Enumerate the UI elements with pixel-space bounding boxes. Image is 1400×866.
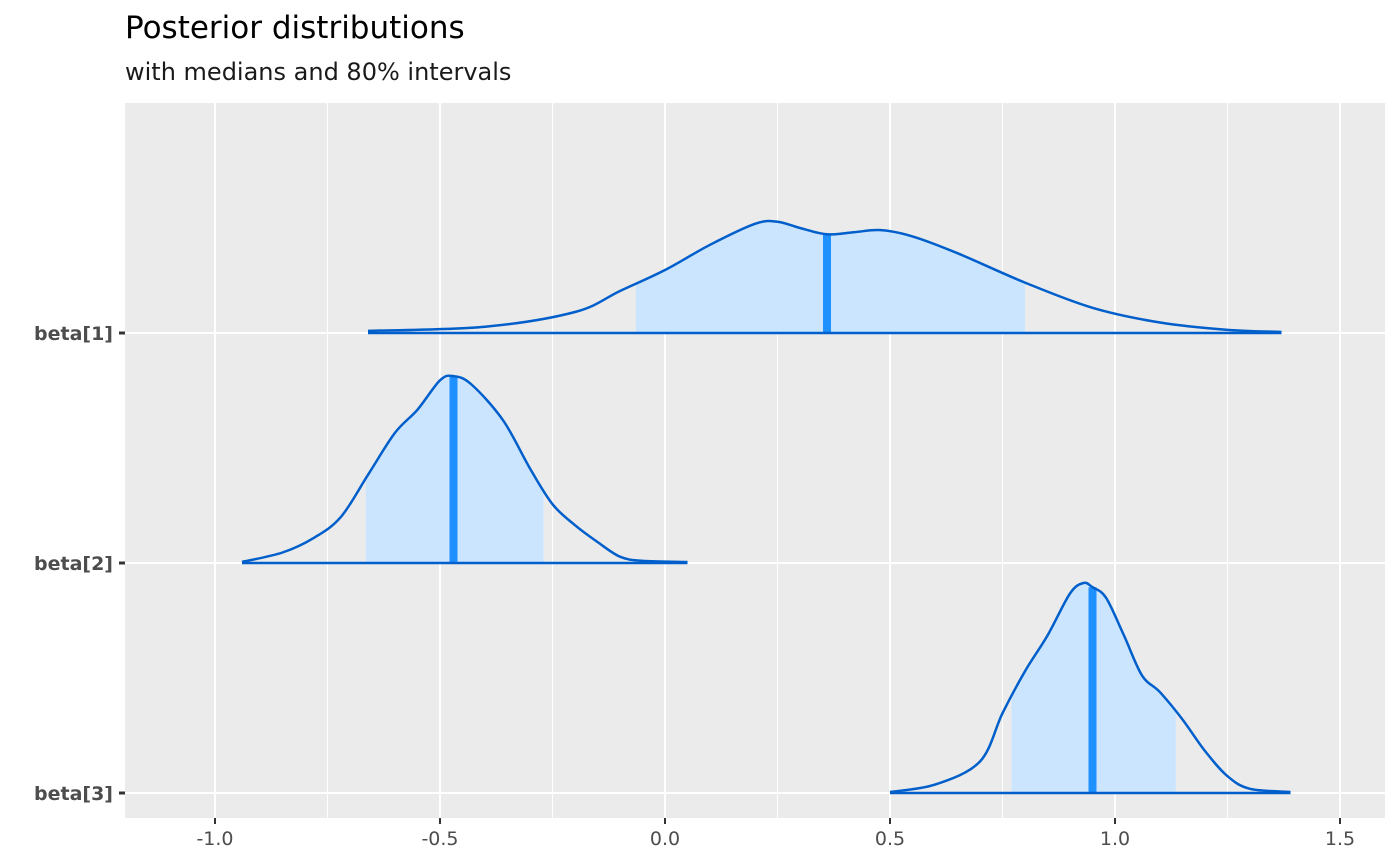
minor-gridlines bbox=[327, 103, 1228, 818]
density-curve bbox=[367, 219, 1282, 334]
chart-subtitle: with medians and 80% intervals bbox=[125, 58, 512, 86]
x-tick-label: 1.0 bbox=[1100, 828, 1130, 850]
x-tick-label: -1.0 bbox=[196, 828, 233, 850]
x-tick-label: 0.0 bbox=[650, 828, 680, 850]
ridge-beta[2] bbox=[241, 374, 688, 565]
ridge-beta[1] bbox=[367, 219, 1282, 335]
x-axis: -1.0 -0.5 0.0 0.5 1.0 1.5 bbox=[196, 818, 1355, 850]
y-axis: beta[1] beta[2] beta[3] bbox=[34, 323, 125, 805]
plot-panel bbox=[125, 103, 1385, 818]
density-curve bbox=[241, 374, 688, 564]
density-curve bbox=[889, 581, 1291, 794]
y-tick-label: beta[1] bbox=[34, 323, 113, 345]
x-tick-label: -0.5 bbox=[421, 828, 458, 850]
x-tick-label: 0.5 bbox=[875, 828, 905, 850]
ridge-beta[3] bbox=[889, 581, 1291, 795]
y-tick-label: beta[2] bbox=[34, 553, 113, 575]
chart-title: Posterior distributions bbox=[125, 10, 465, 46]
y-tick-label: beta[3] bbox=[34, 783, 113, 805]
density-ridges bbox=[241, 219, 1291, 795]
x-tick-label: 1.5 bbox=[1325, 828, 1355, 850]
